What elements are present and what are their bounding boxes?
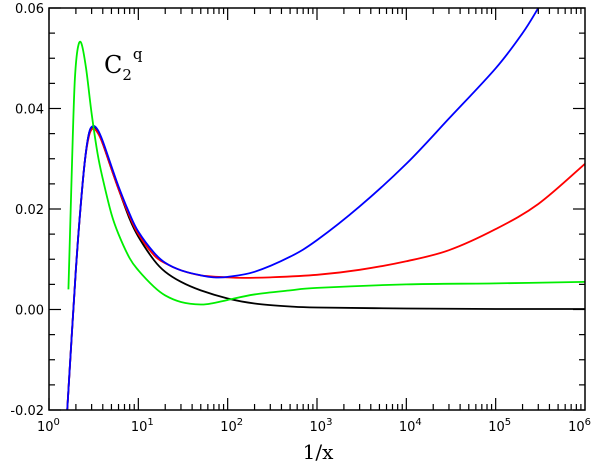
x-tick-label-base: 10 bbox=[220, 420, 237, 435]
x-tick-label-base: 10 bbox=[131, 420, 148, 435]
x-tick-label-exponent: 3 bbox=[326, 417, 332, 428]
series-line-1 bbox=[66, 126, 585, 410]
annotation-base: C bbox=[104, 51, 122, 79]
x-tick-label: 104 bbox=[399, 417, 422, 435]
x-tick-label-exponent: 0 bbox=[54, 417, 60, 428]
series-line-3 bbox=[66, 8, 540, 410]
curve-annotation: C2q bbox=[104, 45, 143, 84]
x-tick-label-base: 10 bbox=[310, 420, 327, 435]
x-axis-title: 1/x bbox=[303, 440, 334, 464]
x-tick-label-exponent: 6 bbox=[585, 417, 591, 428]
y-tick-labels: -0.02 0.00 0.02 0.04 0.06 bbox=[10, 2, 44, 419]
x-tick-label-exponent: 1 bbox=[147, 417, 153, 428]
series-layer bbox=[66, 8, 585, 410]
x-tick-label-exponent: 4 bbox=[415, 417, 421, 428]
y-tick-label: 0.04 bbox=[15, 103, 44, 118]
x-tick-label-base: 10 bbox=[568, 420, 585, 435]
x-tick-label: 105 bbox=[488, 417, 511, 435]
x-tick-label: 106 bbox=[568, 417, 591, 435]
tick-marks bbox=[48, 7, 585, 411]
annotation-subscript: 2 bbox=[122, 66, 132, 84]
x-tick-label-base: 10 bbox=[37, 420, 54, 435]
y-tick-label: 0.00 bbox=[15, 304, 44, 319]
y-tick-label: 0.06 bbox=[15, 2, 44, 17]
x-tick-label: 102 bbox=[220, 417, 243, 435]
y-tick-label: 0.02 bbox=[15, 203, 44, 218]
x-tick-label-base: 10 bbox=[399, 420, 416, 435]
series-line-2 bbox=[66, 127, 585, 410]
series-line-4 bbox=[67, 40, 585, 306]
x-tick-label: 103 bbox=[310, 417, 333, 435]
x-tick-label: 101 bbox=[131, 417, 154, 435]
x-tick-label-base: 10 bbox=[488, 420, 505, 435]
x-tick-labels: 100 101 102 103 104 105 106 bbox=[37, 417, 591, 435]
x-tick-label-exponent: 2 bbox=[237, 417, 243, 428]
y-tick-label: -0.02 bbox=[10, 404, 44, 419]
x-tick-label-exponent: 5 bbox=[505, 417, 511, 428]
x-tick-label: 100 bbox=[37, 417, 60, 435]
annotation-superscript: q bbox=[133, 45, 143, 63]
